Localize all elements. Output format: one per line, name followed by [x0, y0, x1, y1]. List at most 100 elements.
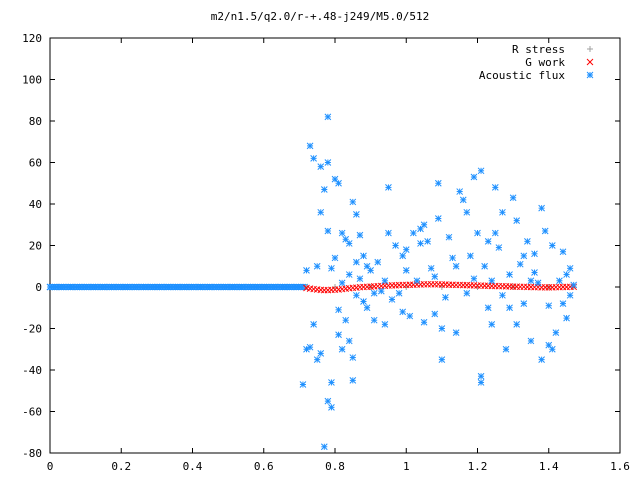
acoustic-flux-point — [349, 198, 357, 206]
acoustic-flux-point — [477, 167, 485, 175]
acoustic-flux-point — [57, 283, 65, 291]
acoustic-flux-point — [452, 262, 460, 270]
acoustic-flux-point — [509, 194, 517, 202]
acoustic-flux-point — [385, 184, 392, 191]
acoustic-flux-point — [335, 179, 342, 187]
acoustic-flux-point — [413, 277, 421, 285]
acoustic-flux-point — [281, 283, 289, 291]
x-tick-label: 0.8 — [325, 460, 345, 473]
acoustic-flux-point — [353, 211, 360, 218]
y-tick-label: -60 — [22, 406, 42, 419]
axis-ticks: 0 0.2 0.4 0.6 0.8 1 1.2 1.4 1.6 120 100 80 60 40 20 0 -2… — [22, 32, 630, 473]
acoustic-flux-point — [488, 277, 496, 285]
legend-marker — [587, 46, 593, 52]
y-tick-label: -20 — [22, 323, 42, 336]
acoustic-flux-point — [477, 372, 485, 380]
acoustic-flux-point — [548, 345, 556, 353]
acoustic-flux-point — [385, 229, 392, 237]
acoustic-flux-point — [506, 304, 513, 312]
acoustic-flux-point — [335, 331, 342, 339]
y-tick-label: 0 — [35, 281, 42, 294]
data-marks — [46, 113, 578, 451]
y-tick-label: 60 — [29, 157, 42, 170]
y-tick-label: 20 — [29, 240, 42, 253]
acoustic-flux-point — [424, 237, 431, 245]
acoustic-flux-point — [317, 163, 325, 171]
y-tick-label: 100 — [22, 74, 42, 87]
acoustic-flux-point — [538, 356, 545, 363]
acoustic-flux-point — [324, 159, 332, 166]
acoustic-flux-point — [449, 254, 456, 262]
acoustic-flux-point — [548, 242, 556, 249]
acoustic-flux-point — [121, 283, 129, 291]
acoustic-flux-point — [524, 237, 531, 245]
acoustic-flux-point — [402, 246, 410, 254]
acoustic-flux-point — [345, 240, 353, 247]
acoustic-flux-point — [370, 316, 378, 324]
acoustic-flux-point — [324, 113, 332, 121]
acoustic-flux-point — [303, 267, 310, 274]
acoustic-flux-point — [338, 345, 346, 353]
acoustic-flux-point — [538, 204, 545, 212]
acoustic-flux-point — [399, 308, 407, 316]
acoustic-flux-point — [374, 258, 382, 266]
acoustic-flux-point — [228, 283, 236, 291]
acoustic-flux-point — [513, 320, 521, 328]
acoustic-flux-point — [559, 300, 567, 307]
acoustic-flux-point — [249, 283, 257, 291]
acoustic-flux-point — [367, 267, 374, 274]
acoustic-flux-point — [410, 229, 417, 237]
acoustic-flux-point — [431, 273, 439, 280]
acoustic-flux-point — [328, 379, 335, 386]
acoustic-flux-point — [153, 283, 161, 291]
acoustic-flux-point — [474, 229, 481, 237]
acoustic-flux-point — [467, 252, 474, 260]
acoustic-flux-point — [292, 283, 300, 291]
acoustic-flux-point — [320, 443, 328, 451]
acoustic-flux-point — [570, 281, 578, 289]
acoustic-flux-point — [395, 289, 403, 297]
acoustic-flux-point — [78, 283, 86, 291]
acoustic-flux-point — [434, 215, 442, 222]
y-tick-label: -80 — [22, 447, 42, 460]
acoustic-flux-point — [306, 343, 314, 351]
x-tick-label: 0.2 — [111, 460, 131, 473]
acoustic-flux-point — [477, 379, 485, 386]
x-tick-label: 0.6 — [254, 460, 274, 473]
acoustic-flux-point — [566, 291, 574, 299]
acoustic-flux-point — [356, 275, 364, 283]
acoustic-flux-point — [499, 291, 506, 299]
x-tick-label: 0 — [47, 460, 54, 473]
acoustic-flux-point — [360, 298, 367, 305]
acoustic-flux-point — [353, 258, 360, 266]
acoustic-flux-point — [271, 283, 278, 291]
acoustic-flux-point — [310, 154, 317, 162]
acoustic-flux-point — [353, 291, 360, 299]
acoustic-flux-point — [46, 283, 54, 291]
acoustic-flux-point — [541, 227, 549, 235]
acoustic-flux-point — [420, 221, 428, 229]
acoustic-flux-point — [335, 306, 342, 314]
acoustic-flux-point — [484, 237, 492, 245]
x-tick-label: 0.4 — [183, 460, 203, 473]
acoustic-flux-point — [345, 271, 353, 278]
acoustic-flux-point — [520, 252, 528, 260]
acoustic-flux-point — [303, 345, 310, 353]
acoustic-flux-point — [299, 381, 307, 388]
acoustic-flux-point — [402, 267, 410, 274]
acoustic-flux-point — [499, 208, 506, 216]
acoustic-flux-point — [484, 304, 492, 312]
x-tick-label: 1.2 — [468, 460, 488, 473]
acoustic-flux-point — [445, 233, 453, 241]
acoustic-flux-point — [363, 304, 371, 312]
chart-title: m2/n1.5/q2.0/r-+.48-j249/M5.0/512 — [211, 10, 430, 23]
acoustic-flux-point — [470, 173, 478, 181]
acoustic-flux-point — [531, 250, 538, 258]
acoustic-flux-point — [406, 312, 414, 320]
acoustic-flux-point — [349, 354, 357, 361]
acoustic-flux-point — [506, 271, 513, 278]
acoustic-flux-point — [470, 275, 478, 283]
acoustic-flux-point — [370, 289, 378, 297]
